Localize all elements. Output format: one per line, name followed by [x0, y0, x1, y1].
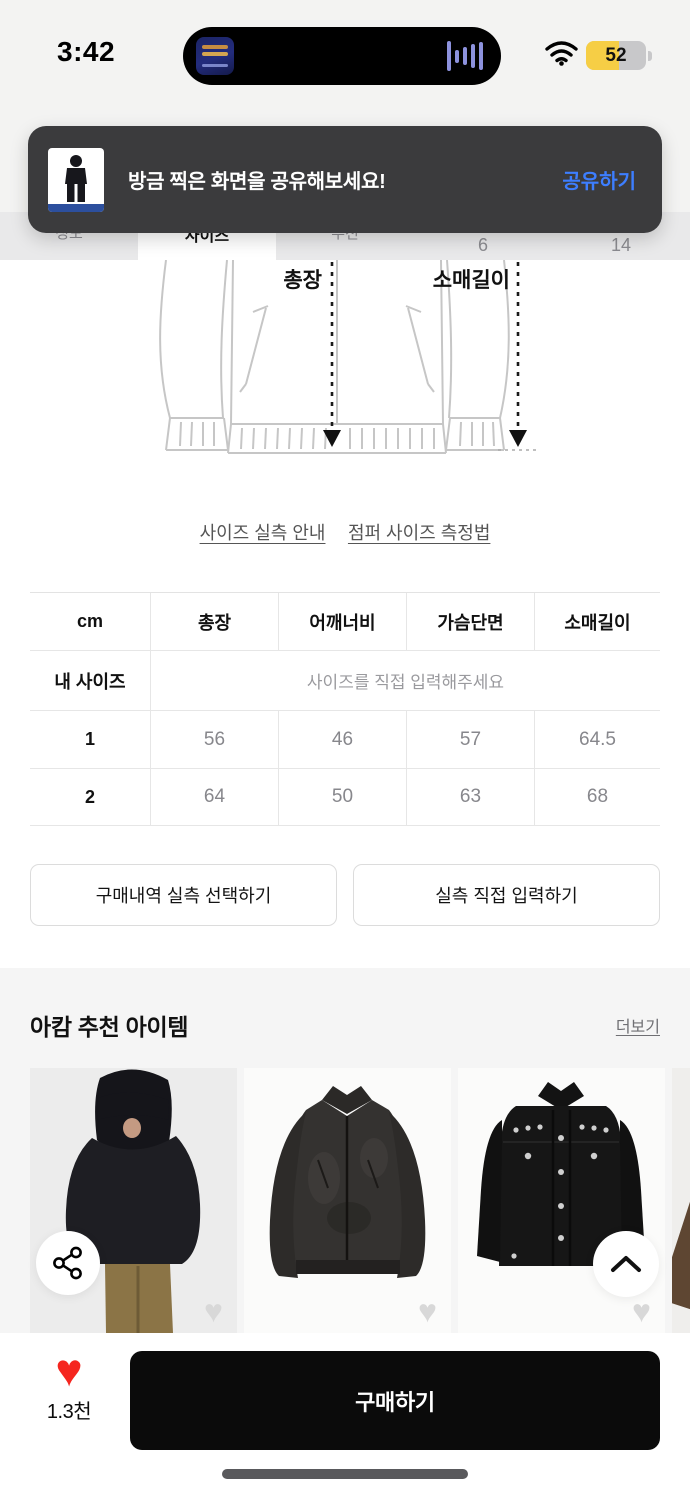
size-table: cm 총장 어깨너비 가슴단면 소매길이 내 사이즈 사이즈를 직접 입력해주세… — [30, 592, 660, 826]
now-playing-album-art-icon — [196, 37, 234, 75]
tab-4[interactable]: 6 — [477, 235, 488, 255]
tab-5[interactable]: 14 — [610, 235, 632, 255]
like-count: 1.3천 — [46, 1401, 92, 1423]
size-row-1-label: 1 — [30, 711, 150, 769]
jacket-measurement-diagram: 총장 소매길이 — [0, 259, 690, 470]
share-action-button[interactable]: 공유하기 — [562, 171, 636, 193]
status-time: 3:42 — [57, 36, 116, 67]
recommend-product-3[interactable]: ♥ — [458, 1068, 665, 1333]
share-screenshot-toast: 방금 찍은 화면을 공유해보세요! 공유하기 — [28, 126, 662, 233]
battery-indicator: 52 — [586, 41, 646, 70]
bottom-purchase-bar: ♥ 1.3천 구매하기 — [0, 1333, 690, 1500]
chevron-up-icon — [611, 1256, 641, 1272]
product-2-like-icon[interactable]: ♥ — [418, 1293, 437, 1329]
size-table-header-shoulder: 어깨너비 — [278, 593, 406, 651]
heart-icon: ♥ — [55, 1344, 83, 1396]
size-guide-links: 사이즈 실측 안내 점퍼 사이즈 측정법 — [0, 519, 690, 545]
dynamic-island[interactable] — [183, 27, 501, 85]
screenshot-thumbnail — [48, 147, 104, 212]
size-measure-guide-link[interactable]: 사이즈 실측 안내 — [199, 523, 326, 543]
jumper-measure-method-link[interactable]: 점퍼 사이즈 측정법 — [347, 523, 491, 543]
enter-measure-directly-button[interactable]: 실측 직접 입력하기 — [353, 864, 660, 926]
product-1-like-icon[interactable]: ♥ — [204, 1293, 223, 1329]
recommend-more-link[interactable]: 더보기 — [615, 1019, 660, 1036]
measure-action-buttons: 구매내역 실측 선택하기 실측 직접 입력하기 — [30, 864, 660, 926]
product-3-image — [477, 1082, 645, 1266]
product-3-like-icon[interactable]: ♥ — [632, 1293, 651, 1329]
size-row-1-length: 56 — [150, 711, 278, 769]
total-length-label: 총장 — [283, 269, 322, 292]
size-table-header-chest: 가슴단면 — [406, 593, 534, 651]
size-row-1-shoulder: 46 — [278, 711, 406, 769]
buy-button[interactable]: 구매하기 — [130, 1351, 660, 1450]
like-button[interactable]: ♥ 1.3천 — [38, 1347, 100, 1424]
size-row-1-chest: 57 — [406, 711, 534, 769]
toast-message: 방금 찍은 화면을 공유해보세요! — [128, 171, 386, 193]
recommend-product-1[interactable]: ♥ — [30, 1068, 237, 1333]
size-row-2-shoulder: 50 — [278, 769, 406, 826]
size-row-2-length: 64 — [150, 769, 278, 826]
share-fab-button[interactable] — [36, 1231, 100, 1295]
battery-nub — [648, 51, 652, 61]
home-indicator[interactable] — [222, 1469, 468, 1479]
share-icon — [53, 1246, 82, 1280]
size-row-2-label: 2 — [30, 769, 150, 826]
product-1-image — [65, 1069, 201, 1333]
recommend-section-title: 아캄 추천 아이템 — [30, 1014, 189, 1040]
size-table-header-unit: cm — [30, 593, 150, 651]
recommend-product-2[interactable]: ♥ — [244, 1068, 451, 1333]
sleeve-length-label: 소매길이 — [433, 269, 510, 292]
product-2-image — [269, 1086, 426, 1278]
size-table-header-length: 총장 — [150, 593, 278, 651]
select-purchase-history-measure-button[interactable]: 구매내역 실측 선택하기 — [30, 864, 337, 926]
size-table-header-sleeve: 소매길이 — [534, 593, 660, 651]
my-size-row-label: 내 사이즈 — [30, 651, 150, 711]
scroll-to-top-button[interactable] — [593, 1231, 659, 1297]
recommend-card-list: ♥ ♥ — [30, 1068, 690, 1333]
size-row-2-sleeve: 68 — [534, 769, 660, 826]
my-size-input-prompt[interactable]: 사이즈를 직접 입력해주세요 — [150, 651, 660, 711]
recommend-product-4[interactable] — [672, 1068, 690, 1333]
audio-waveform-icon — [447, 41, 483, 71]
wifi-icon — [545, 41, 578, 66]
product-4-image — [672, 1184, 690, 1312]
recommend-section: 아캄 추천 아이템 더보기 ♥ — [0, 968, 690, 1333]
size-row-2-chest: 63 — [406, 769, 534, 826]
size-row-1-sleeve: 64.5 — [534, 711, 660, 769]
